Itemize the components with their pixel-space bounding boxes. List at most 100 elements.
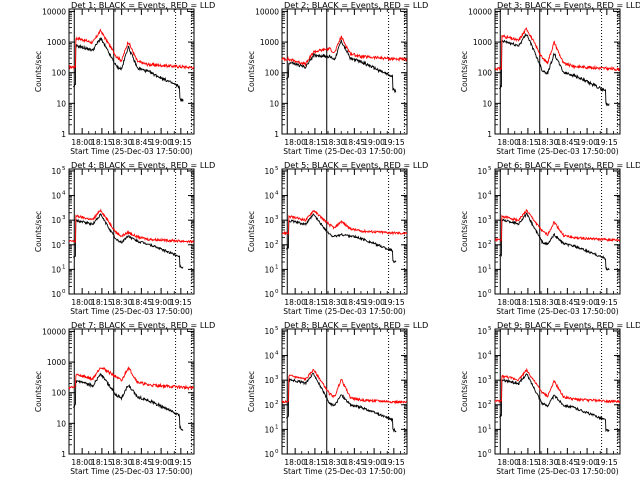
x-tick-label: 18:15 <box>91 298 113 307</box>
x-tick-label: 19:00 <box>363 458 385 467</box>
y-tick-label: 100 <box>52 389 67 398</box>
x-tick-label: 19:00 <box>150 458 172 467</box>
x-tick-label: 18:00 <box>284 458 306 467</box>
y-tick-label: 1000 <box>47 38 66 47</box>
y-tick-label: 1 <box>61 450 66 459</box>
y-tick-exponent: 4 <box>488 191 492 197</box>
x-tick-label: 18:00 <box>497 298 519 307</box>
x-tick-label: 19:15 <box>170 298 192 307</box>
series-lld <box>68 208 195 244</box>
series-lld <box>281 209 408 236</box>
y-tick-label: 10 <box>264 265 274 274</box>
x-tick-label: 18:00 <box>497 138 519 147</box>
y-tick-label: 10000 <box>468 7 492 16</box>
y-tick-exponent: 1 <box>275 424 279 430</box>
x-tick-label: 19:15 <box>170 138 192 147</box>
x-tick-label: 19:00 <box>576 458 598 467</box>
x-tick-label: 18:00 <box>284 298 306 307</box>
x-tick-label: 19:00 <box>576 138 598 147</box>
x-tick-label: 19:15 <box>383 298 405 307</box>
x-tick-label: 18:15 <box>517 138 539 147</box>
x-tick-label: 18:15 <box>304 298 326 307</box>
panel-det-7: Det 7: BLACK = Events, RED = LLD 1 10 100 10… <box>34 320 215 476</box>
series-events <box>285 39 397 94</box>
panel-title: Det 6: BLACK = Events, RED = LLD <box>497 160 640 170</box>
x-tick-label: 18:30 <box>324 138 346 147</box>
y-tick-label: 10 <box>264 327 274 336</box>
x-tick-label: 18:15 <box>91 458 113 467</box>
x-tick-label: 18:30 <box>111 298 133 307</box>
series-lld <box>494 208 621 243</box>
y-tick-label: 1 <box>274 130 279 139</box>
y-tick-label: 10 <box>477 167 487 176</box>
y-tick-exponent: 4 <box>488 351 492 357</box>
x-tick-label: 18:30 <box>324 298 346 307</box>
y-tick-label: 10 <box>477 265 487 274</box>
x-tick-label: 18:30 <box>537 458 559 467</box>
y-tick-label: 100 <box>265 69 280 78</box>
series-lld <box>68 366 194 391</box>
panel-title: Det 7: BLACK = Events, RED = LLD <box>71 320 215 330</box>
y-tick-label: 10000 <box>255 7 279 16</box>
y-tick-exponent: 0 <box>488 449 492 455</box>
y-tick-exponent: 5 <box>488 326 492 332</box>
x-axis-label: Start Time (25-Dec-03 17:50:00) <box>283 147 405 156</box>
y-tick-label: 10 <box>477 216 487 225</box>
panel-title: Det 8: BLACK = Events, RED = LLD <box>284 320 428 330</box>
series-events <box>285 213 397 264</box>
y-tick-label: 10 <box>482 99 492 108</box>
y-tick-exponent: 1 <box>62 264 66 270</box>
y-tick-label: 10 <box>51 241 61 250</box>
y-tick-label: 10 <box>51 192 61 201</box>
panel-title: Det 2: BLACK = Events, RED = LLD <box>284 0 428 10</box>
y-tick-label: 10 <box>477 290 487 299</box>
x-tick-label: 19:15 <box>596 458 618 467</box>
y-axis-label: Counts/sec <box>460 211 469 252</box>
y-tick-label: 10 <box>264 352 274 361</box>
y-tick-exponent: 3 <box>62 215 66 221</box>
y-tick-exponent: 0 <box>488 289 492 295</box>
x-tick-label: 18:30 <box>537 138 559 147</box>
y-tick-label: 10000 <box>42 327 66 336</box>
y-tick-exponent: 4 <box>275 191 279 197</box>
series-events <box>498 212 610 271</box>
y-axis-label: Counts/sec <box>247 211 256 252</box>
x-tick-label: 18:45 <box>557 138 579 147</box>
y-tick-exponent: 5 <box>62 166 66 172</box>
x-tick-label: 18:45 <box>344 138 366 147</box>
x-axis-label: Start Time (25-Dec-03 17:50:00) <box>70 307 192 316</box>
x-tick-label: 18:00 <box>284 138 306 147</box>
plot-frame <box>68 8 195 135</box>
panel-title: Det 4: BLACK = Events, RED = LLD <box>71 160 215 170</box>
y-tick-label: 100 <box>52 69 67 78</box>
x-tick-label: 19:00 <box>150 138 172 147</box>
y-tick-label: 10 <box>51 167 61 176</box>
series-events <box>72 212 184 269</box>
panel-det-2: Det 2: BLACK = Events, RED = LLD 1 10 100 10… <box>247 0 428 156</box>
x-tick-label: 18:00 <box>497 458 519 467</box>
series-lld <box>281 35 408 67</box>
y-tick-exponent: 5 <box>275 326 279 332</box>
x-axis-label: Start Time (25-Dec-03 17:50:00) <box>496 467 618 476</box>
y-tick-exponent: 3 <box>488 375 492 381</box>
x-tick-label: 19:15 <box>383 138 405 147</box>
panel-title: Det 1: BLACK = Events, RED = LLD <box>71 0 215 10</box>
y-tick-exponent: 4 <box>62 191 66 197</box>
y-tick-exponent: 4 <box>275 351 279 357</box>
y-tick-exponent: 1 <box>488 424 492 430</box>
x-tick-label: 18:30 <box>111 458 133 467</box>
y-tick-exponent: 2 <box>275 400 279 406</box>
y-tick-label: 10 <box>264 192 274 201</box>
plot-frame <box>281 8 408 135</box>
x-tick-label: 18:45 <box>557 298 579 307</box>
x-tick-label: 18:30 <box>111 138 133 147</box>
x-tick-label: 18:15 <box>517 458 539 467</box>
x-tick-label: 19:00 <box>363 138 385 147</box>
series-lld <box>494 27 620 72</box>
plot-frame <box>281 168 408 295</box>
y-tick-label: 10 <box>51 265 61 274</box>
